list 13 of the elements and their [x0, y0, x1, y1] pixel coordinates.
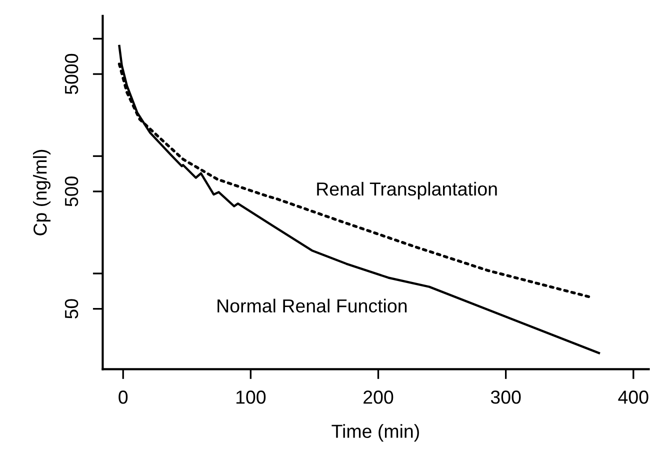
x-tick-label: 200 [364, 390, 394, 404]
y-tick-label: 5000 [64, 54, 78, 94]
line-series [118, 44, 600, 354]
x-tick-label: 100 [236, 390, 266, 404]
series-label: Normal Renal Function [218, 298, 407, 313]
series-label: Renal Transplantation [317, 182, 497, 200]
y-tick-label: 50 [64, 299, 78, 319]
x-tick-label: 300 [490, 390, 521, 404]
x-tick-label: 400 [618, 390, 648, 404]
y-axis-title: Cp (ng/ml) [33, 150, 50, 236]
x-axis-title: Time (min) [332, 424, 419, 442]
x-tick-label: 0 [118, 390, 128, 404]
y-tick-label: 500 [64, 176, 78, 206]
